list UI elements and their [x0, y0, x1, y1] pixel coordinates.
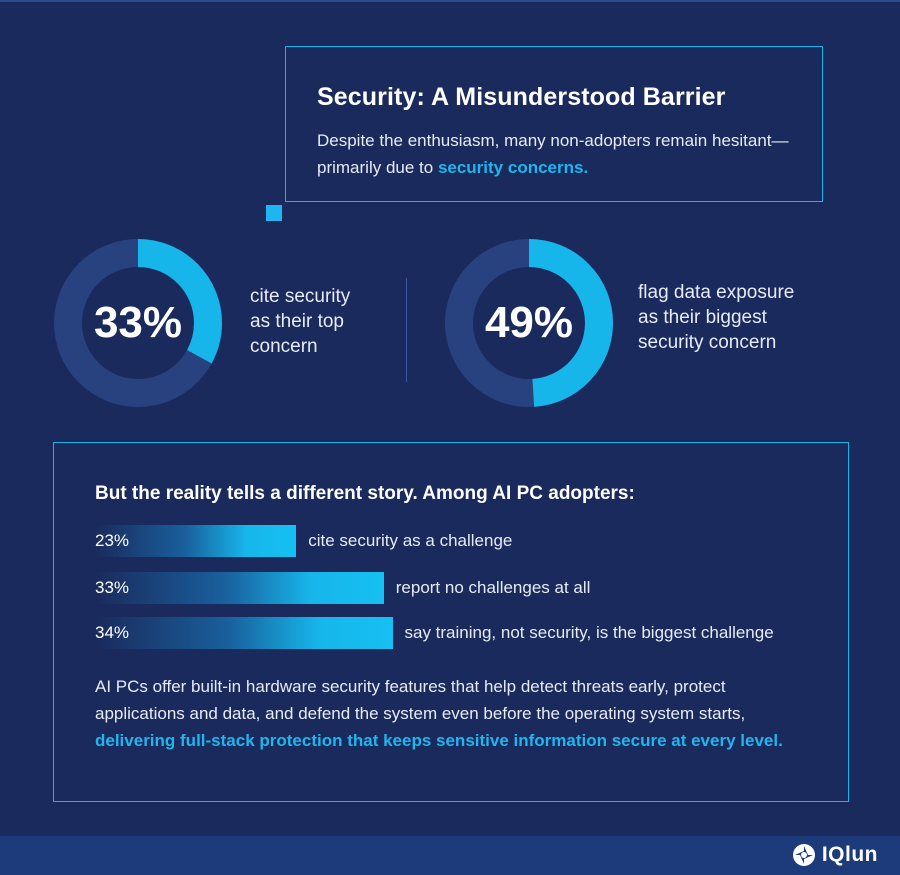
caption-line: concern: [250, 336, 318, 357]
reality-body: AI PCs offer built-in hardware security …: [95, 673, 815, 754]
bar-label: cite security as a challenge: [308, 531, 513, 550]
divider: [406, 278, 407, 382]
aperture-logo-icon: [792, 844, 815, 866]
page-title: Security: A Misunderstood Barrier: [317, 83, 726, 111]
bar-value: 33%: [95, 578, 130, 597]
caption-line: cite security: [250, 286, 351, 307]
body-highlight: delivering full-stack protection that ke…: [95, 731, 783, 750]
reality-box: But the reality tells a different story.…: [53, 442, 849, 802]
caption-line: as their biggest: [638, 307, 767, 328]
bar-value: 34%: [95, 623, 130, 642]
bar: [95, 525, 297, 557]
footer-band: [0, 836, 900, 875]
intro-text: Despite the enthusiasm, many non-adopter…: [317, 127, 797, 181]
stat-caption-data-exposure: flag data exposure as their biggest secu…: [638, 280, 794, 355]
title-box: Security: A Misunderstood Barrier Despit…: [266, 46, 823, 221]
body-plain: AI PCs offer built-in hardware security …: [95, 677, 746, 723]
bar: [95, 572, 384, 604]
reality-heading: But the reality tells a different story.…: [95, 483, 635, 504]
donut-chart-data-exposure: 49%: [443, 237, 615, 409]
bar-label: say training, not security, is the bigge…: [404, 623, 774, 642]
bar-label: report no challenges at all: [395, 578, 591, 597]
donut-svg: [445, 239, 613, 407]
brand: IQlun: [792, 838, 878, 872]
donut-arc: [445, 239, 613, 407]
caption-line: security concern: [638, 332, 777, 353]
stat-caption-security: cite security as their top concern: [250, 284, 350, 359]
donut-svg: [54, 239, 222, 407]
intro-highlight: security concerns.: [437, 158, 589, 177]
bar-value: 23%: [95, 531, 130, 550]
top-edge: [0, 0, 900, 2]
accent-square: [266, 205, 282, 221]
brand-name: IQlun: [821, 843, 878, 866]
bar: [95, 617, 393, 649]
donut-arc: [54, 239, 222, 407]
intro-plain: Despite the enthusiasm, many non-adopter…: [317, 131, 789, 177]
donut-chart-security: 33%: [52, 237, 224, 409]
donut-value: 49%: [484, 298, 574, 347]
caption-line: as their top: [250, 311, 344, 332]
caption-line: flag data exposure: [638, 282, 795, 303]
donut-value: 33%: [93, 298, 183, 347]
